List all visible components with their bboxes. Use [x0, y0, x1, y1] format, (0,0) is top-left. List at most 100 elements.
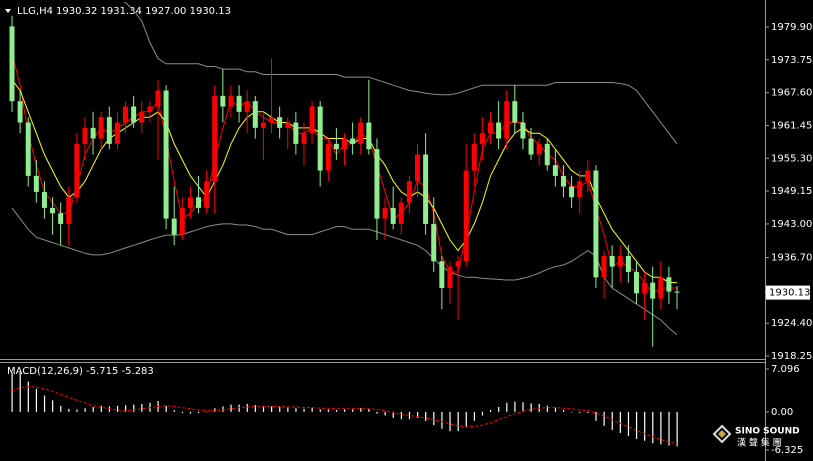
histogram-bar: [554, 407, 557, 412]
candle-body: [220, 95, 226, 107]
y-tick-label: 1967.60: [771, 88, 812, 99]
histogram-bar: [173, 410, 175, 412]
candle-body: [642, 282, 648, 294]
histogram-bar: [644, 411, 646, 441]
candle-body: [455, 261, 461, 267]
candle-body: [309, 106, 315, 134]
candle-body: [479, 133, 485, 144]
histogram-bar: [214, 408, 216, 412]
histogram-bar: [465, 411, 467, 427]
histogram-bar: [676, 411, 678, 447]
histogram-bar: [27, 381, 29, 412]
histogram-bar: [246, 403, 248, 412]
candle-body: [560, 175, 566, 187]
histogram-bar: [319, 409, 321, 412]
histogram-bar: [335, 410, 338, 412]
candle-body: [609, 255, 615, 267]
y-tick-label: 1949.15: [771, 186, 812, 197]
y-tick-label: 1973.75: [771, 55, 812, 66]
candle-body: [512, 101, 518, 123]
candle-body: [236, 95, 242, 112]
histogram-bar: [327, 409, 329, 412]
candle-body: [374, 149, 380, 219]
candle-body: [552, 165, 558, 176]
candle-body: [504, 101, 510, 139]
candle-body: [415, 154, 420, 182]
histogram-bar: [571, 411, 573, 413]
histogram-bar: [287, 407, 289, 412]
candle-body: [301, 133, 307, 144]
logo-name: SINO SOUND: [735, 427, 800, 437]
candle-body: [9, 26, 15, 102]
candle-body: [317, 106, 323, 171]
candle-body: [463, 170, 469, 262]
candle-body: [269, 117, 275, 123]
histogram-bar: [441, 411, 443, 429]
candle-body: [390, 207, 396, 224]
histogram-bar: [206, 411, 208, 413]
histogram-bar: [238, 404, 240, 412]
candle-body: [58, 213, 64, 224]
y-tick-label: 0.00: [771, 407, 793, 418]
histogram-bar: [660, 411, 662, 445]
candle-body: [528, 138, 534, 155]
histogram-bar: [68, 408, 70, 412]
histogram-bar: [279, 407, 281, 412]
candle-body: [342, 138, 348, 150]
histogram-bar: [506, 402, 508, 412]
histogram-bar: [43, 395, 46, 412]
candle-body: [17, 101, 23, 123]
candle-body: [66, 197, 72, 224]
histogram-bar: [417, 411, 419, 418]
histogram-bar: [392, 411, 394, 418]
histogram-bar: [425, 411, 427, 421]
candle-body: [569, 186, 575, 198]
candle-body: [155, 90, 161, 107]
line: [11, 207, 678, 336]
candle-body: [439, 261, 445, 288]
candle-body: [625, 255, 631, 272]
candle-body: [674, 291, 680, 293]
current-price-label: 1930.13: [769, 288, 810, 299]
candle-body: [536, 143, 542, 155]
current-price-box: [766, 285, 810, 300]
candle-body: [293, 122, 299, 144]
histogram-bar: [579, 411, 581, 414]
candle-body: [350, 138, 356, 144]
logo-icon: [718, 430, 726, 438]
candle-body: [325, 143, 331, 171]
y-tick-label: 1918.25: [771, 351, 812, 362]
candle-body: [577, 181, 583, 198]
y-tick-label: -6.325: [771, 445, 803, 456]
histogram-bar: [668, 411, 670, 446]
candle-body: [50, 207, 56, 214]
candle-body: [333, 143, 339, 150]
candle-body: [593, 170, 599, 278]
ohlc-info: 1930.32 1931.34 1927.00 1930.13: [56, 6, 231, 17]
candle-body: [447, 266, 453, 288]
candle-body: [423, 154, 429, 224]
histogram-bar: [530, 403, 532, 412]
histogram-bar: [603, 411, 605, 426]
histogram-bar: [546, 405, 548, 412]
candle-body: [131, 106, 137, 123]
histogram-bar: [384, 411, 386, 416]
candle-body: [650, 282, 656, 299]
histogram-bar: [635, 411, 638, 439]
histogram-bar: [254, 405, 256, 412]
candle-body: [244, 101, 250, 112]
chart-title: LLG,H4: [17, 6, 53, 17]
histogram-bar: [449, 411, 451, 432]
histogram-bar: [141, 403, 143, 412]
histogram-bar: [433, 411, 435, 426]
line: [11, 385, 678, 445]
candle-body: [106, 117, 112, 144]
histogram-bar: [619, 411, 621, 433]
candle-body: [601, 255, 607, 278]
candle-body: [139, 111, 145, 123]
candle-body: [171, 218, 177, 235]
candle-body: [520, 122, 526, 139]
candle-body: [260, 122, 266, 128]
menu-arrow: [5, 9, 11, 13]
histogram-bar: [181, 411, 184, 414]
